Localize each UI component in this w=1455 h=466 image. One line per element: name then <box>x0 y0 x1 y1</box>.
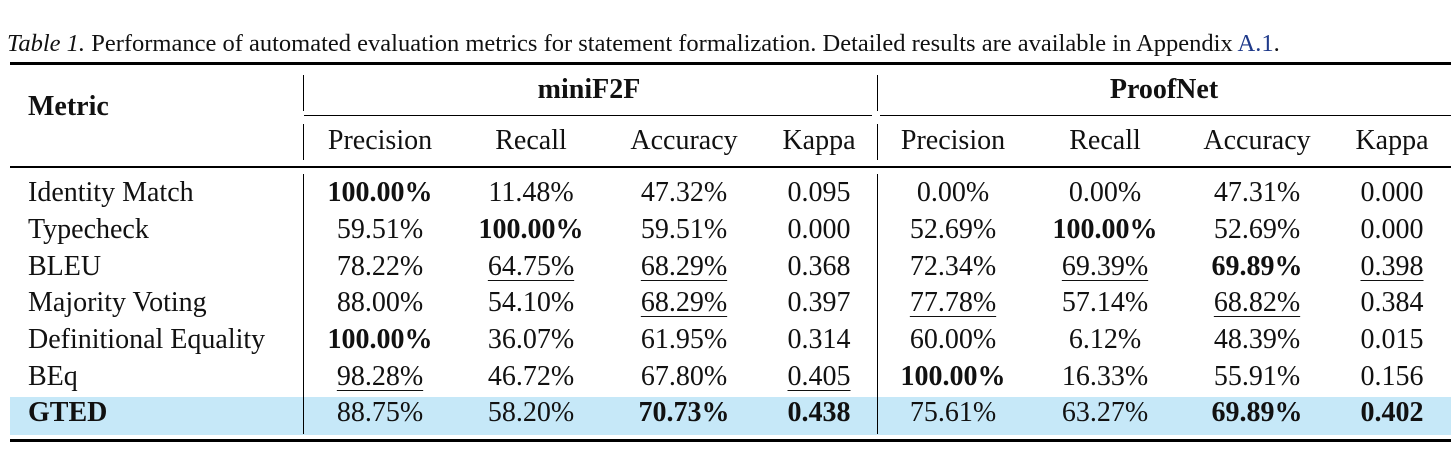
table-cell: 55.91% <box>1213 361 1301 392</box>
table-cell: 64.75% <box>487 251 575 282</box>
column-header-recall: Recall <box>495 125 567 156</box>
group-divider-top <box>877 75 879 111</box>
row-metric-label: BLEU <box>28 251 102 282</box>
table-cell: 69.39% <box>1061 251 1149 282</box>
caption-end: . <box>1273 30 1280 57</box>
table-cell: 0.438 <box>787 397 851 428</box>
table-top-rule <box>10 62 1451 65</box>
row-metric-label: GTED <box>28 397 108 428</box>
table-cell: 0.095 <box>787 177 851 208</box>
table-cell: 36.07% <box>487 324 575 355</box>
table-cell: 63.27% <box>1061 397 1149 428</box>
table-cell: 0.015 <box>1360 324 1424 355</box>
caption-text: Performance of automated evaluation metr… <box>85 30 1238 57</box>
table-cell: 60.00% <box>909 324 997 355</box>
table-bottom-rule <box>10 439 1451 442</box>
table-cell: 0.00% <box>916 177 990 208</box>
table-caption: Table 1. Performance of automated evalua… <box>7 30 1280 58</box>
group-header-minif2f: miniF2F <box>537 74 641 105</box>
table-cell: 98.28% <box>336 361 424 392</box>
table-cell: 57.14% <box>1061 287 1149 318</box>
column-header-recall: Recall <box>1069 125 1141 156</box>
table-cell: 52.69% <box>909 214 997 245</box>
table-cell: 0.397 <box>787 287 851 318</box>
table-cell: 6.12% <box>1068 324 1142 355</box>
table-cell: 46.72% <box>487 361 575 392</box>
table-cell: 0.000 <box>1360 214 1424 245</box>
table-cell: 0.402 <box>1360 397 1424 428</box>
table-cell: 67.80% <box>640 361 728 392</box>
column-header-accuracy: Accuracy <box>630 125 738 156</box>
highlight-row-background <box>10 397 1451 435</box>
table-cell: 16.33% <box>1061 361 1149 392</box>
table-cell: 47.32% <box>640 177 728 208</box>
table-cell: 58.20% <box>487 397 575 428</box>
group-divider-body <box>877 174 879 434</box>
table-cell: 11.48% <box>488 177 574 208</box>
column-header-precision: Precision <box>327 125 433 156</box>
table-cell: 100.00% <box>327 177 433 208</box>
group-header-proofnet: ProofNet <box>1109 74 1219 105</box>
table-cell: 68.29% <box>640 251 728 282</box>
table-cell: 100.00% <box>327 324 433 355</box>
row-metric-label: Definitional Equality <box>28 324 266 355</box>
appendix-link[interactable]: A.1 <box>1237 30 1274 57</box>
row-metric-label: BEq <box>28 361 78 392</box>
table-cell: 69.89% <box>1211 251 1303 282</box>
metric-header: Metric <box>28 91 109 122</box>
table-cell: 0.368 <box>787 251 851 282</box>
table-cell: 48.39% <box>1213 324 1301 355</box>
table-cell: 68.29% <box>640 287 728 318</box>
table-header-rule <box>10 166 1451 168</box>
column-header-kappa: Kappa <box>1355 125 1429 156</box>
table-cell: 0.000 <box>1360 177 1424 208</box>
table-cell: 72.34% <box>909 251 997 282</box>
caption-label: Table 1. <box>7 30 86 57</box>
metric-divider-body <box>303 174 305 434</box>
table-cell: 52.69% <box>1213 214 1301 245</box>
table-cell: 68.82% <box>1213 287 1301 318</box>
row-metric-label: Typecheck <box>28 214 149 245</box>
table-cell: 61.95% <box>640 324 728 355</box>
table-cell: 100.00% <box>1052 214 1158 245</box>
group-divider-header <box>877 124 879 160</box>
table-cell: 78.22% <box>336 251 424 282</box>
column-header-accuracy: Accuracy <box>1203 125 1311 156</box>
table-cell: 0.384 <box>1360 287 1424 318</box>
table-cell: 54.10% <box>487 287 575 318</box>
table-cell: 0.00% <box>1068 177 1142 208</box>
table-cell: 75.61% <box>909 397 997 428</box>
row-metric-label: Identity Match <box>28 177 194 208</box>
row-metric-label: Majority Voting <box>28 287 207 318</box>
metric-divider-top <box>303 75 305 111</box>
minif2f-group-rule <box>304 115 872 117</box>
table-cell: 0.398 <box>1360 251 1424 282</box>
table-cell: 0.405 <box>787 361 851 392</box>
table-cell: 47.31% <box>1213 177 1301 208</box>
table-cell: 0.314 <box>787 324 851 355</box>
table-cell: 59.51% <box>336 214 424 245</box>
table-cell: 70.73% <box>638 397 730 428</box>
table-cell: 69.89% <box>1211 397 1303 428</box>
proofnet-group-rule <box>880 115 1451 117</box>
table-cell: 100.00% <box>478 214 584 245</box>
metric-divider-header <box>303 124 305 160</box>
table-cell: 59.51% <box>640 214 728 245</box>
table-cell: 77.78% <box>909 287 997 318</box>
column-header-kappa: Kappa <box>782 125 856 156</box>
table-cell: 100.00% <box>900 361 1006 392</box>
table-cell: 88.00% <box>336 287 424 318</box>
column-header-precision: Precision <box>900 125 1006 156</box>
table-cell: 0.000 <box>787 214 851 245</box>
table-cell: 88.75% <box>336 397 424 428</box>
table-cell: 0.156 <box>1360 361 1424 392</box>
